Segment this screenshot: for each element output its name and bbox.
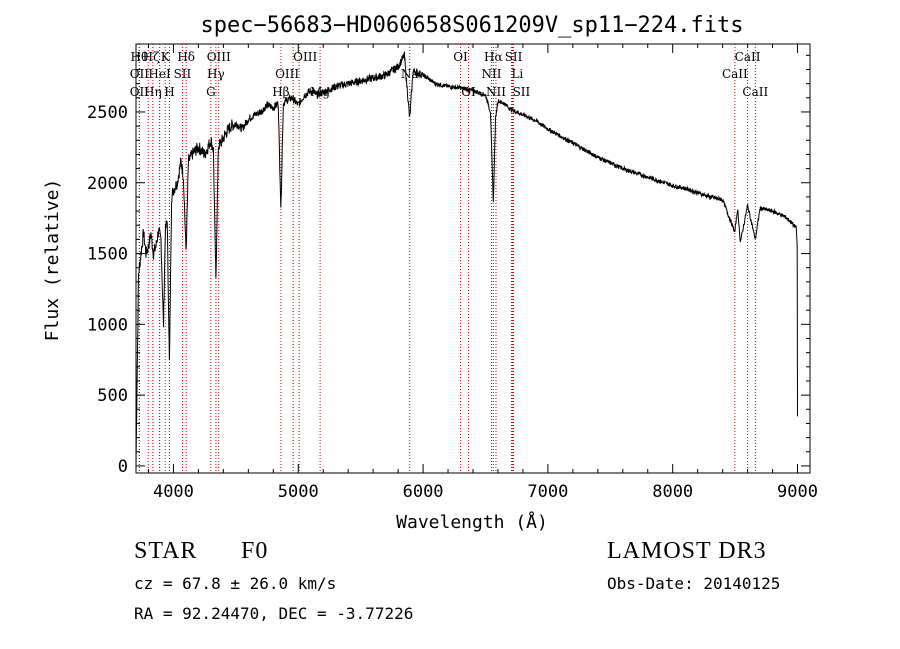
y-axis-label: Flux (relative) — [42, 179, 63, 342]
y-tick-label-2500: 2500 — [87, 103, 128, 123]
object-type: STAR — [134, 538, 198, 564]
line-label-8: SII — [505, 50, 523, 64]
line-label-15: Na — [401, 67, 419, 81]
plot-frame — [135, 43, 811, 474]
line-label-25: OI — [461, 85, 476, 99]
x-tick-label-5000: 5000 — [278, 482, 319, 502]
line-label-28: CaII — [742, 85, 768, 99]
line-label-21: H — [164, 85, 174, 99]
x-tick-label-4000: 4000 — [153, 482, 194, 502]
object-subclass: F0 — [241, 538, 269, 564]
line-label-7: Hα — [484, 50, 503, 64]
line-label-10: OII — [130, 67, 150, 81]
line-label-14: OIII — [275, 67, 299, 81]
line-label-23: Hβ — [272, 85, 289, 99]
x-axis-label: Wavelength (Å) — [396, 511, 548, 533]
line-label-19: OII — [130, 85, 150, 99]
spectrum-series-flux — [135, 51, 798, 466]
line-label-26: NII — [486, 85, 506, 99]
line-label-18: CaII — [722, 67, 748, 81]
line-label-27: SII — [513, 85, 531, 99]
line-label-11: HeI — [148, 67, 171, 81]
line-label-20: Hη — [144, 85, 162, 99]
line-label-2: Hζ — [143, 50, 160, 64]
y-tick-label-0: 0 — [118, 457, 128, 477]
observation-date: Obs-Date: 20140125 — [607, 574, 781, 593]
x-tick-label-9000: 9000 — [777, 482, 818, 502]
line-label-12: SII — [174, 67, 192, 81]
line-label-16: NII — [481, 67, 501, 81]
x-tick-label-6000: 6000 — [403, 482, 444, 502]
chart-title: spec−56683−HD060658S061209V_sp11−224.fit… — [200, 13, 743, 38]
line-label-4: OIII — [207, 50, 231, 64]
line-label-0: Hθ — [131, 50, 149, 64]
line-label-13: Hγ — [207, 67, 225, 81]
line-label-24: Mg — [310, 85, 330, 99]
y-tick-label-500: 500 — [97, 386, 128, 406]
survey-name: LAMOST DR3 — [607, 538, 767, 564]
line-label-1: K — [161, 50, 171, 64]
y-tick-label-1500: 1500 — [87, 245, 128, 265]
line-label-9: CaII — [735, 50, 761, 64]
line-label-22: G — [206, 85, 216, 99]
plot-area: 4000 5000 6000 7000 8000 9000 0 500 1000 1500 2000… — [87, 43, 818, 502]
line-label-17: Li — [511, 67, 523, 81]
redshift-cz: cz = 67.8 ± 26.0 km/s — [134, 574, 337, 593]
y-tick-label-2000: 2000 — [87, 174, 128, 194]
x-tick-label-8000: 8000 — [652, 482, 693, 502]
line-label-3: Hδ — [177, 50, 195, 64]
x-tick-label-7000: 7000 — [527, 482, 568, 502]
y-tick-label-1000: 1000 — [87, 315, 128, 335]
line-label-5: OIII — [293, 50, 317, 64]
line-label-6: OI — [453, 50, 468, 64]
ra-dec-coordinates: RA = 92.24470, DEC = -3.77226 — [134, 604, 414, 623]
